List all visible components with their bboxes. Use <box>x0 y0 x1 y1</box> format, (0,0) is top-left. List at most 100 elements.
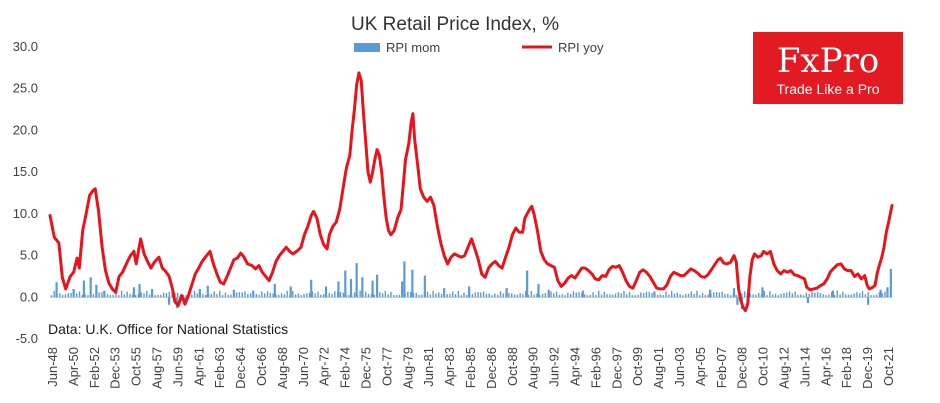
bar-texture <box>749 293 751 298</box>
bar-texture <box>87 295 89 298</box>
rpi-mom-bar <box>150 288 154 298</box>
rpi-mom-bar <box>537 283 540 298</box>
x-tick-label: Apr-16 <box>818 347 833 386</box>
bar-texture <box>275 294 277 298</box>
bar-texture <box>525 290 527 298</box>
bar-texture <box>603 291 606 298</box>
bar-texture <box>367 294 370 298</box>
bar-texture <box>853 293 855 298</box>
bar-texture <box>510 293 513 298</box>
bar-texture <box>446 293 448 298</box>
bar-texture <box>685 293 687 298</box>
bar-texture <box>609 294 611 298</box>
rpi-mom-bar <box>89 277 92 298</box>
bar-texture <box>578 292 580 298</box>
y-tick-label: 25.0 <box>13 81 38 96</box>
x-tick-label: Jun-70 <box>296 347 311 387</box>
bar-texture <box>665 291 667 298</box>
bar-texture <box>306 293 308 298</box>
bar-texture <box>741 293 743 298</box>
chart-title: UK Retail Price Index, % <box>351 14 559 35</box>
x-tick-label: Dec-08 <box>735 347 750 389</box>
bar-texture <box>642 293 645 298</box>
x-tick-label: Jun-92 <box>547 347 562 387</box>
bar-texture <box>334 291 336 298</box>
bar-texture <box>777 295 780 298</box>
rpi-mom-bar <box>355 263 358 298</box>
bar-texture <box>589 294 591 298</box>
bar-texture <box>120 290 123 298</box>
bar-texture <box>623 290 625 298</box>
bar-texture <box>875 294 878 298</box>
bar-texture <box>828 294 830 298</box>
bar-texture <box>449 293 451 298</box>
bar-texture <box>735 294 737 298</box>
rpi-mom-bar <box>138 283 141 298</box>
rpi-mom-bar <box>423 275 426 298</box>
rpi-mom-bar <box>505 288 508 298</box>
bar-texture <box>713 292 715 298</box>
bar-texture <box>482 291 485 298</box>
x-tick-label: Aug-57 <box>150 347 165 389</box>
bar-texture <box>788 291 791 298</box>
bar-texture <box>805 292 808 298</box>
x-tick-label: Oct-99 <box>630 347 645 386</box>
x-tick-label: Jun-03 <box>672 347 687 387</box>
bar-texture <box>384 290 387 298</box>
y-axis: 30.0 25.0 20.0 15.0 10.0 5.0 0.0 -5.0 <box>13 39 38 346</box>
bar-texture <box>269 292 272 298</box>
rpi-mom-bar <box>55 282 58 298</box>
legend-label-rpi-mom: RPI mom <box>386 40 440 55</box>
rpi-mom-bar <box>168 297 171 305</box>
bar-texture <box>715 292 718 298</box>
bar-texture <box>539 295 541 298</box>
bar-texture <box>412 293 415 298</box>
bar-texture <box>839 294 841 298</box>
bar-texture <box>75 293 78 298</box>
bar-texture <box>819 292 822 298</box>
bar-texture <box>216 294 218 298</box>
rpi-yoy-line <box>48 71 894 313</box>
bar-texture <box>519 293 521 298</box>
bar-texture <box>687 293 690 298</box>
bar-texture <box>794 291 796 298</box>
bar-texture <box>238 292 241 298</box>
y-tick-label: 5.0 <box>20 248 38 263</box>
bar-texture <box>294 294 297 298</box>
bar-texture <box>752 294 754 298</box>
rpi-mom-bar <box>806 297 809 304</box>
rpi-mom-bar <box>867 297 870 305</box>
bar-texture <box>353 292 356 298</box>
bar-texture <box>800 294 802 298</box>
bar-texture <box>101 292 103 298</box>
bar-texture <box>676 292 678 298</box>
bar-texture <box>567 292 569 298</box>
bar-texture <box>530 291 533 298</box>
bar-texture <box>407 291 409 298</box>
legend-swatch-rpi-mom <box>354 43 380 52</box>
rpi-mom-bar <box>337 281 340 298</box>
x-tick-label: Feb-52 <box>87 347 102 388</box>
rpi-mom-bar <box>361 277 364 298</box>
bar-texture <box>480 292 482 298</box>
bar-texture <box>631 295 634 298</box>
y-tick-label: 15.0 <box>13 164 38 179</box>
rpi-mom-bar <box>82 280 85 298</box>
bar-texture <box>249 293 252 298</box>
bar-texture <box>280 293 283 298</box>
bar-texture <box>721 291 723 298</box>
legend: RPI mom RPI yoy <box>354 40 604 55</box>
bar-texture <box>387 294 389 298</box>
bar-texture <box>227 294 229 298</box>
x-tick-label: Feb-63 <box>212 347 227 388</box>
bar-texture <box>617 292 620 298</box>
bar-texture <box>598 290 600 298</box>
bar-texture <box>836 290 838 298</box>
bar-texture <box>656 294 659 298</box>
bar-texture <box>477 292 479 298</box>
bar-texture <box>729 295 732 298</box>
bar-texture <box>682 295 684 298</box>
bar-texture <box>637 294 639 298</box>
